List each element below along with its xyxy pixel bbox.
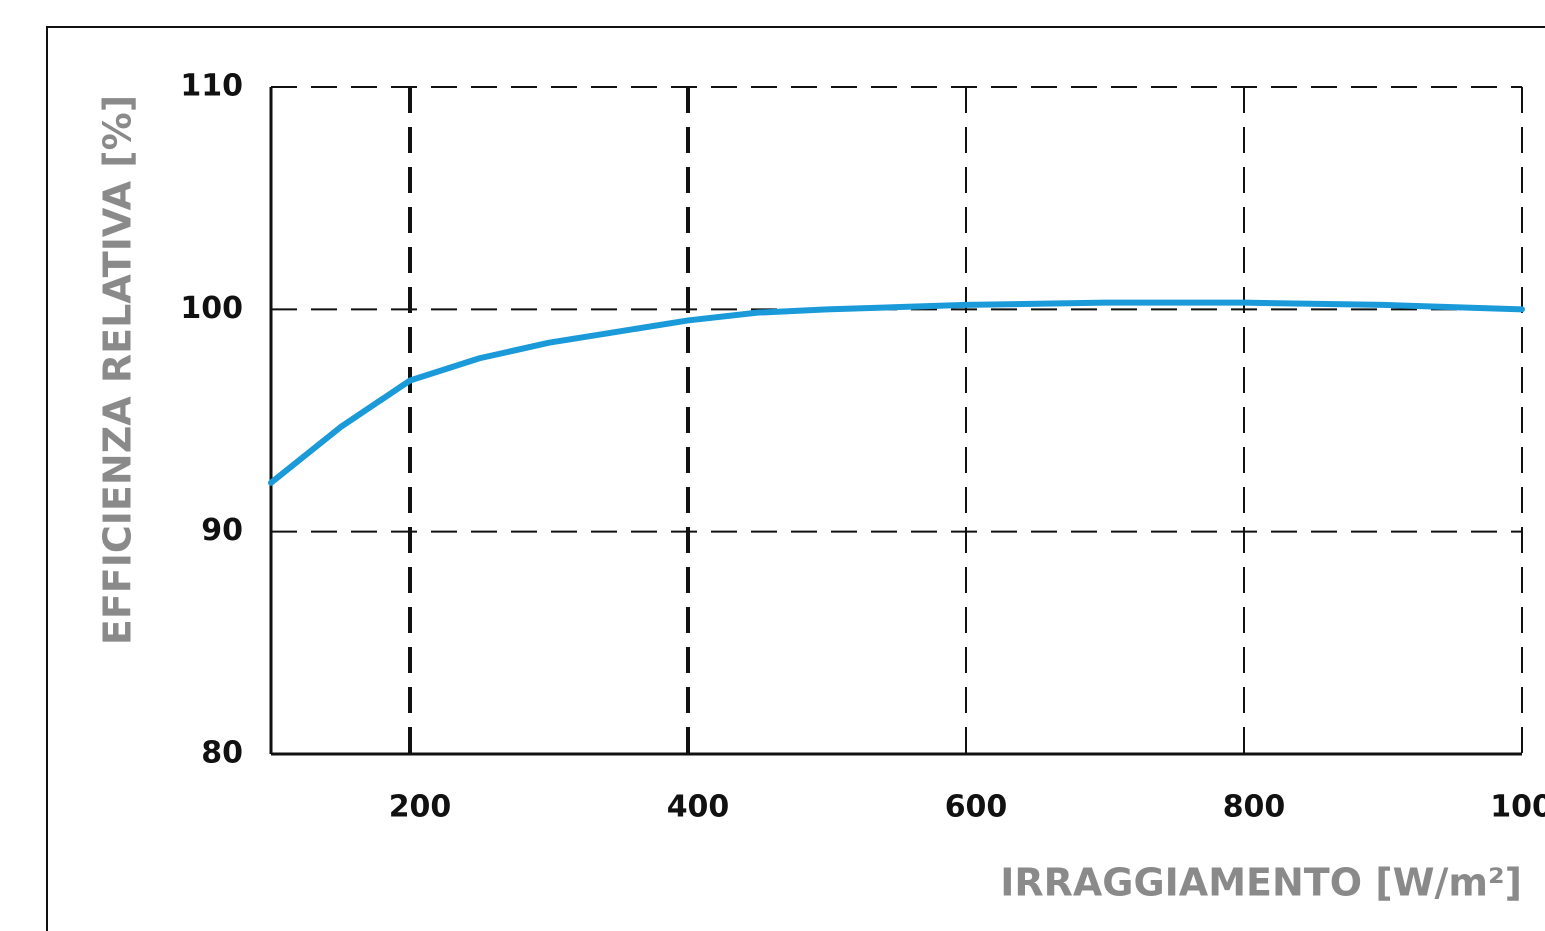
y-axis-title: EFFICIENZA RELATIVA [%] [96,95,140,645]
x-tick-label: 600 [945,790,1008,825]
y-tick-label: 80 [201,736,243,771]
x-tick-label: 200 [389,790,452,825]
x-tick-label: 400 [667,790,730,825]
data-line [268,299,1525,486]
x-tick-label: 800 [1223,790,1286,825]
y-tick-label: 110 [180,69,243,104]
frame [46,26,1545,931]
x-tick-label: 1000 [1490,790,1545,825]
y-tick-label: 90 [201,513,243,548]
x-axis-title: IRRAGGIAMENTO [W/m²] [1000,861,1522,905]
y-tick-label: 100 [180,291,243,326]
